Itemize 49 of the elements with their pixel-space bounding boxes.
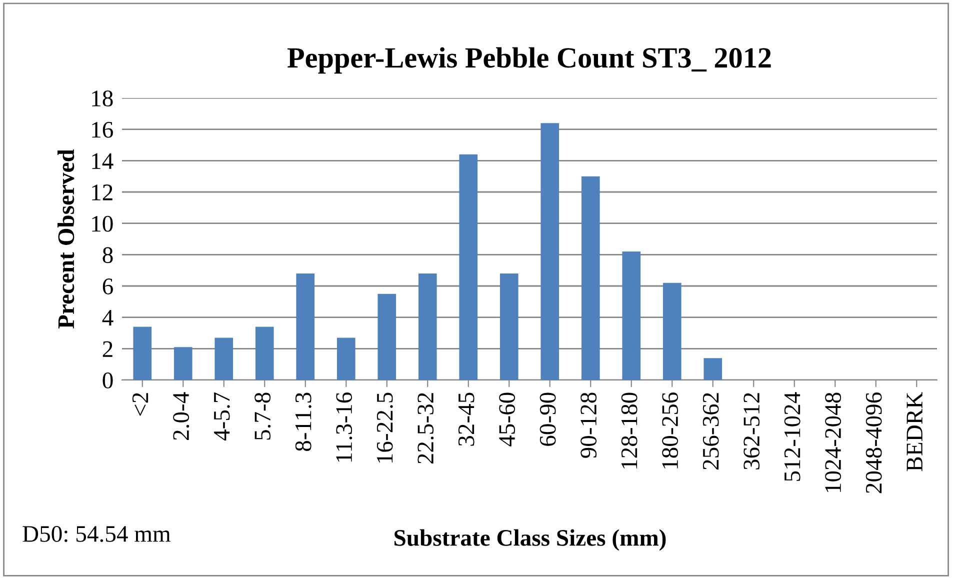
x-tick-label: 128-180 [621, 392, 638, 468]
x-tick-label: 256-362 [702, 393, 719, 470]
y-tick-label: 18 [92, 90, 113, 106]
y-tick-label: 16 [92, 122, 113, 138]
bar [378, 294, 396, 380]
x-tick-label: 362-512 [744, 393, 760, 470]
x-tick-label: 512-1024 [784, 392, 800, 481]
bar [500, 273, 518, 380]
x-tick-label: 60-90 [540, 392, 556, 446]
y-tick-label: 12 [92, 184, 112, 200]
bar [459, 154, 478, 380]
text: D50: 54.54 mm [22, 526, 171, 542]
x-tick-label: 8-11.3 [295, 392, 312, 452]
x-tick-label: 180-256 [662, 392, 678, 468]
y-tick-label: 2 [102, 341, 112, 357]
bar [622, 252, 641, 380]
x-tick-label: BEDRK [906, 392, 922, 472]
x-tick-label: 2048-4096 [866, 392, 882, 494]
bar [540, 123, 560, 380]
y-tick-label: 8 [102, 247, 113, 264]
y-tick-label: 0 [102, 372, 113, 388]
y-tick-label: 6 [102, 278, 113, 294]
x-tick-label: 2.0-4 [173, 392, 190, 440]
chart-title: Pepper-Lewis Pebble Count ST3_ 2012 [287, 47, 771, 74]
bar [581, 176, 600, 380]
x-tick-label: 11.3-16 [336, 392, 352, 462]
x-tick-label: 90-128 [580, 392, 597, 458]
y-tick-label: 10 [92, 216, 113, 232]
bar [174, 347, 192, 380]
x-tick-label: 1024-2048 [825, 392, 842, 492]
bar [336, 338, 356, 380]
bar [255, 326, 274, 380]
y-axis-title: Precent Observed [58, 149, 74, 329]
y-tick-label: 14 [92, 153, 114, 169]
bar [704, 358, 722, 380]
bar [296, 273, 315, 380]
bar [418, 273, 437, 380]
x-tick-label: 16-22.5 [376, 392, 393, 463]
x-tick-label: 4-5.7 [214, 392, 230, 441]
x-axis-title: Substrate Class Sizes (mm) [394, 529, 666, 551]
y-tick-label: 4 [102, 310, 114, 326]
x-tick-label: 22.5-32 [418, 393, 434, 464]
x-tick-label: 45-60 [499, 392, 516, 446]
bar [662, 282, 682, 380]
x-tick-label: 32-45 [458, 392, 474, 446]
bar [133, 326, 152, 380]
x-tick-label: 5.7-8 [254, 392, 271, 440]
x-tick-label: <2 [132, 393, 148, 416]
bar [214, 338, 234, 380]
